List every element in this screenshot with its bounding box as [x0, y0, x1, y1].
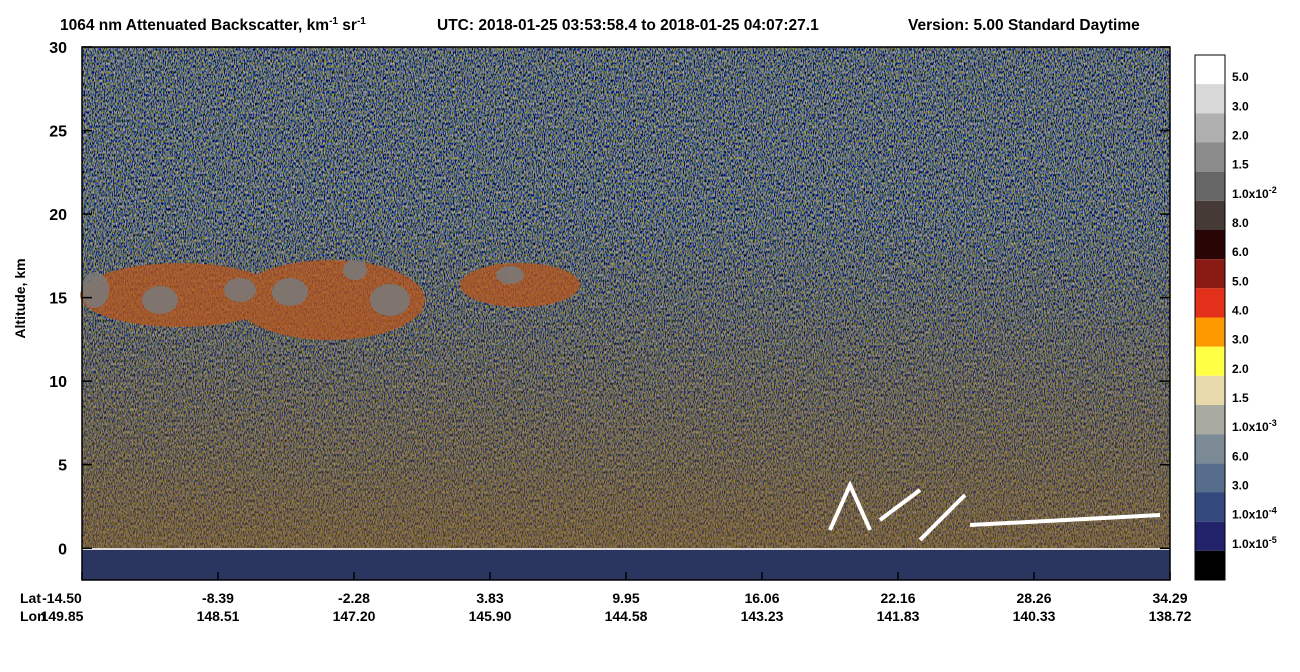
colorbar-label-base: 1.0x10	[1232, 187, 1269, 201]
x-tick-label: 141.83	[877, 608, 920, 624]
y-tick-label: 10	[49, 374, 67, 391]
x-tick-label: 34.29	[1152, 590, 1187, 606]
colorbar-swatch	[1195, 492, 1225, 522]
colorbar-swatch	[1195, 550, 1225, 580]
colorbar-swatch	[1195, 346, 1225, 376]
colorbar-label: 5.0	[1232, 70, 1249, 84]
x-tick-label: 140.33	[1013, 608, 1056, 624]
x-tick-label: 149.85	[41, 608, 84, 624]
x-tick-label: 145.90	[469, 608, 512, 624]
colorbar-label: 6.0	[1232, 449, 1249, 463]
colorbar-label: 2.0	[1232, 362, 1249, 376]
colorbar-label-base: 1.0x10	[1232, 508, 1269, 522]
colorbar-swatch	[1195, 463, 1225, 493]
colorbar-swatch	[1195, 55, 1225, 85]
colorbar-swatch	[1195, 288, 1225, 318]
x-tick-label: 138.72	[1149, 608, 1192, 624]
title-text: 1064 nm Attenuated Backscatter, km	[60, 17, 329, 34]
colorbar-swatch	[1195, 405, 1225, 435]
chart-title: 1064 nm Attenuated Backscatter, km-1 sr-…	[60, 16, 366, 34]
colorbar-label: 8.0	[1232, 216, 1249, 230]
colorbar-swatch	[1195, 434, 1225, 464]
x-row-name: Lat	[20, 590, 41, 606]
colorbar-label: 3.0	[1232, 333, 1249, 347]
colorbar-label-base: 1.0x10	[1232, 420, 1269, 434]
colorbar-swatch	[1195, 317, 1225, 347]
colorbar-swatch	[1195, 521, 1225, 551]
colorbar-label: 1.0x10-3	[1232, 418, 1277, 434]
y-tick-label: 0	[58, 541, 67, 558]
colorbar-label: 1.0x10-4	[1232, 506, 1277, 522]
y-tick-label: 5	[58, 458, 67, 475]
colorbar-label: 2.0	[1232, 129, 1249, 143]
x-tick-label: 143.23	[741, 608, 784, 624]
title-superscript: -1	[329, 16, 338, 27]
colorbar-label-base: 1.0x10	[1232, 537, 1269, 551]
x-tick-label: 22.16	[880, 590, 915, 606]
x-tick-label: -8.39	[202, 590, 234, 606]
time-range: UTC: 2018-01-25 03:53:58.4 to 2018-01-25…	[437, 17, 819, 34]
x-tick-label: 16.06	[744, 590, 779, 606]
version: Version: 5.00 Standard Daytime	[908, 17, 1140, 34]
colorbar-label: 6.0	[1232, 245, 1249, 259]
colorbar-frame	[1194, 54, 1226, 581]
colorbar-swatch	[1195, 200, 1225, 230]
x-tick-label: 3.83	[476, 590, 503, 606]
colorbar-label: 1.0x10-5	[1232, 535, 1277, 551]
colorbar-label: 1.5	[1232, 391, 1249, 405]
colorbar-label: 3.0	[1232, 99, 1249, 113]
y-tick-label: 15	[49, 291, 67, 308]
colorbar-swatch	[1195, 113, 1225, 143]
colorbar-label-exponent: -5	[1269, 535, 1277, 545]
x-tick-label: -14.50	[42, 590, 82, 606]
colorbar-label: 5.0	[1232, 274, 1249, 288]
colorbar-label-exponent: -4	[1269, 506, 1277, 516]
x-tick-label: 9.95	[612, 590, 639, 606]
title-text: sr	[338, 17, 357, 34]
colorbar-swatch	[1195, 230, 1225, 260]
plot-texture	[80, 47, 1170, 580]
y-tick-label: 20	[49, 207, 67, 224]
y-axis-label: Altitude, km	[12, 258, 28, 338]
colorbar-swatch	[1195, 84, 1225, 114]
colorbar-label-exponent: -3	[1269, 418, 1277, 428]
colorbar-swatch	[1195, 375, 1225, 405]
x-tick-label: 148.51	[197, 608, 240, 624]
y-tick-label: 30	[49, 40, 67, 57]
y-tick-label: 25	[49, 124, 67, 141]
colorbar-swatch	[1195, 142, 1225, 172]
colorbar-swatch	[1195, 171, 1225, 201]
x-tick-label: 28.26	[1016, 590, 1051, 606]
title-superscript: -1	[357, 16, 366, 27]
x-tick-label: 144.58	[605, 608, 648, 624]
x-row-name: Lon	[20, 608, 46, 624]
colorbar-label: 3.0	[1232, 479, 1249, 493]
x-tick-label: -2.28	[338, 590, 370, 606]
x-tick-label: 147.20	[333, 608, 376, 624]
colorbar-label: 1.0x10-2	[1232, 185, 1277, 201]
colorbar-label-exponent: -2	[1269, 185, 1277, 195]
colorbar-label: 1.5	[1232, 158, 1249, 172]
colorbar-swatch	[1195, 259, 1225, 289]
colorbar-label: 4.0	[1232, 304, 1249, 318]
